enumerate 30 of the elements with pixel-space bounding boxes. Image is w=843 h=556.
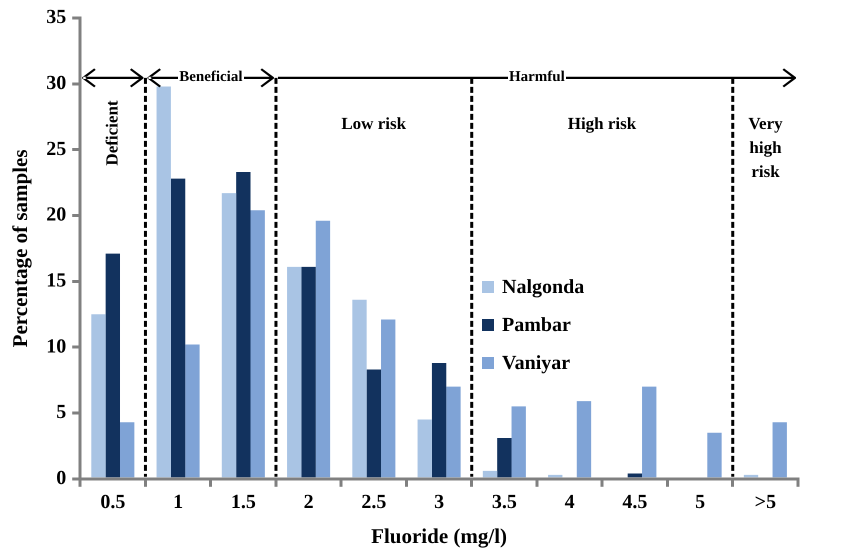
y-tick-label: 5 xyxy=(56,401,66,424)
y-tick-label: 20 xyxy=(46,204,66,226)
x-axis-title: Fluoride (mg/l) xyxy=(371,524,508,548)
legend-label: Vaniyar xyxy=(502,352,570,374)
legend-label: Pambar xyxy=(502,314,571,336)
y-tick-label: 30 xyxy=(46,72,66,94)
x-tick-label: 0.5 xyxy=(100,490,126,513)
x-tick-label: 2 xyxy=(304,490,314,513)
annotation: Deficient xyxy=(102,100,123,166)
annotation: Low risk xyxy=(341,112,406,135)
x-tick-label: 5 xyxy=(695,490,706,513)
y-tick-label: 10 xyxy=(46,335,66,358)
x-tick-label: >5 xyxy=(754,490,776,513)
y-axis-title: Percentage of samples xyxy=(8,149,32,348)
y-tick-label: 15 xyxy=(46,269,66,292)
x-tick-label: 4.5 xyxy=(622,490,648,513)
annotation: Very high risk xyxy=(747,112,784,183)
y-tick-label: 25 xyxy=(46,138,66,160)
y-tick-label: 0 xyxy=(56,466,66,489)
x-tick-label: 3 xyxy=(434,490,444,513)
x-tick-label: 3.5 xyxy=(492,490,517,513)
annotation: High risk xyxy=(568,112,636,135)
x-tick-label: 2.5 xyxy=(361,490,386,513)
annotation: Beneficial xyxy=(178,68,244,86)
x-tick-label: 1.5 xyxy=(230,490,256,513)
legend-label: Nalgonda xyxy=(502,276,584,298)
x-tick-label: 1 xyxy=(173,490,184,513)
y-tick-label: 35 xyxy=(46,6,66,28)
annotation: Harmful xyxy=(508,68,566,86)
x-tick-label: 4 xyxy=(564,490,575,513)
